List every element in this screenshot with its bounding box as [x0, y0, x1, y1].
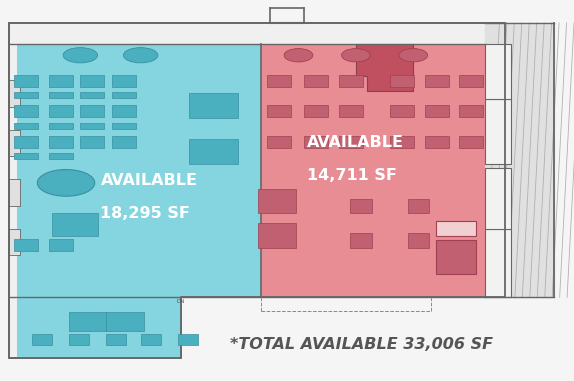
Bar [304, 105, 328, 117]
Bar [339, 75, 363, 87]
Bar [106, 312, 144, 331]
Bar [408, 233, 429, 248]
Bar [408, 199, 429, 213]
Text: AVAILABLE: AVAILABLE [100, 173, 197, 189]
Bar [436, 240, 476, 274]
Ellipse shape [284, 48, 313, 62]
Bar [69, 334, 89, 345]
Bar [485, 44, 511, 99]
Text: DN: DN [177, 299, 185, 304]
Bar [106, 334, 126, 345]
Bar [49, 105, 73, 117]
Text: *TOTAL AVAILABLE 33,006 SF: *TOTAL AVAILABLE 33,006 SF [230, 337, 493, 352]
Bar [390, 136, 414, 148]
Bar [485, 229, 511, 297]
Bar [80, 123, 104, 129]
Ellipse shape [342, 48, 370, 62]
Bar [14, 75, 38, 87]
Bar [49, 136, 73, 148]
Bar [112, 75, 136, 87]
Bar [485, 168, 511, 229]
Bar [339, 105, 363, 117]
Bar [178, 334, 198, 345]
Bar [80, 92, 104, 98]
Bar [258, 189, 296, 213]
Bar [69, 312, 106, 331]
Bar [459, 105, 483, 117]
Bar [80, 75, 104, 87]
Text: AVAILABLE: AVAILABLE [307, 135, 404, 150]
Bar [425, 105, 449, 117]
Polygon shape [9, 23, 505, 358]
Bar [80, 105, 104, 117]
Bar [189, 139, 238, 164]
Polygon shape [17, 44, 261, 358]
Bar [9, 130, 20, 156]
Bar [9, 80, 20, 107]
Bar [49, 92, 73, 98]
Bar [49, 153, 73, 159]
Bar [9, 179, 20, 206]
Text: 18,295 SF: 18,295 SF [100, 206, 191, 221]
Bar [112, 123, 136, 129]
Bar [49, 123, 73, 129]
Bar [112, 92, 136, 98]
Bar [267, 136, 291, 148]
Bar [339, 136, 363, 148]
Bar [52, 213, 98, 236]
Bar [49, 75, 73, 87]
Bar [14, 239, 38, 251]
Polygon shape [356, 44, 413, 91]
Bar [112, 136, 136, 148]
Bar [9, 229, 20, 255]
Bar [32, 334, 52, 345]
Ellipse shape [37, 170, 95, 196]
Bar [267, 105, 291, 117]
Bar [141, 334, 161, 345]
Polygon shape [261, 44, 485, 297]
Bar [14, 92, 38, 98]
Text: 14,711 SF: 14,711 SF [307, 168, 397, 183]
Ellipse shape [123, 48, 158, 63]
Bar [350, 199, 372, 213]
Bar [258, 223, 296, 248]
Bar [425, 136, 449, 148]
Bar [350, 233, 372, 248]
Bar [14, 136, 38, 148]
Bar [112, 105, 136, 117]
Bar [436, 221, 476, 236]
Bar [80, 136, 104, 148]
Bar [304, 136, 328, 148]
Bar [267, 75, 291, 87]
Ellipse shape [399, 48, 428, 62]
Bar [459, 75, 483, 87]
Bar [485, 99, 511, 164]
Bar [14, 123, 38, 129]
Bar [425, 75, 449, 87]
Bar [390, 105, 414, 117]
Bar [14, 105, 38, 117]
Bar [459, 136, 483, 148]
Bar [304, 75, 328, 87]
Bar [390, 75, 414, 87]
Bar [49, 239, 73, 251]
Ellipse shape [63, 48, 98, 63]
Bar [189, 93, 238, 118]
Bar [14, 153, 38, 159]
